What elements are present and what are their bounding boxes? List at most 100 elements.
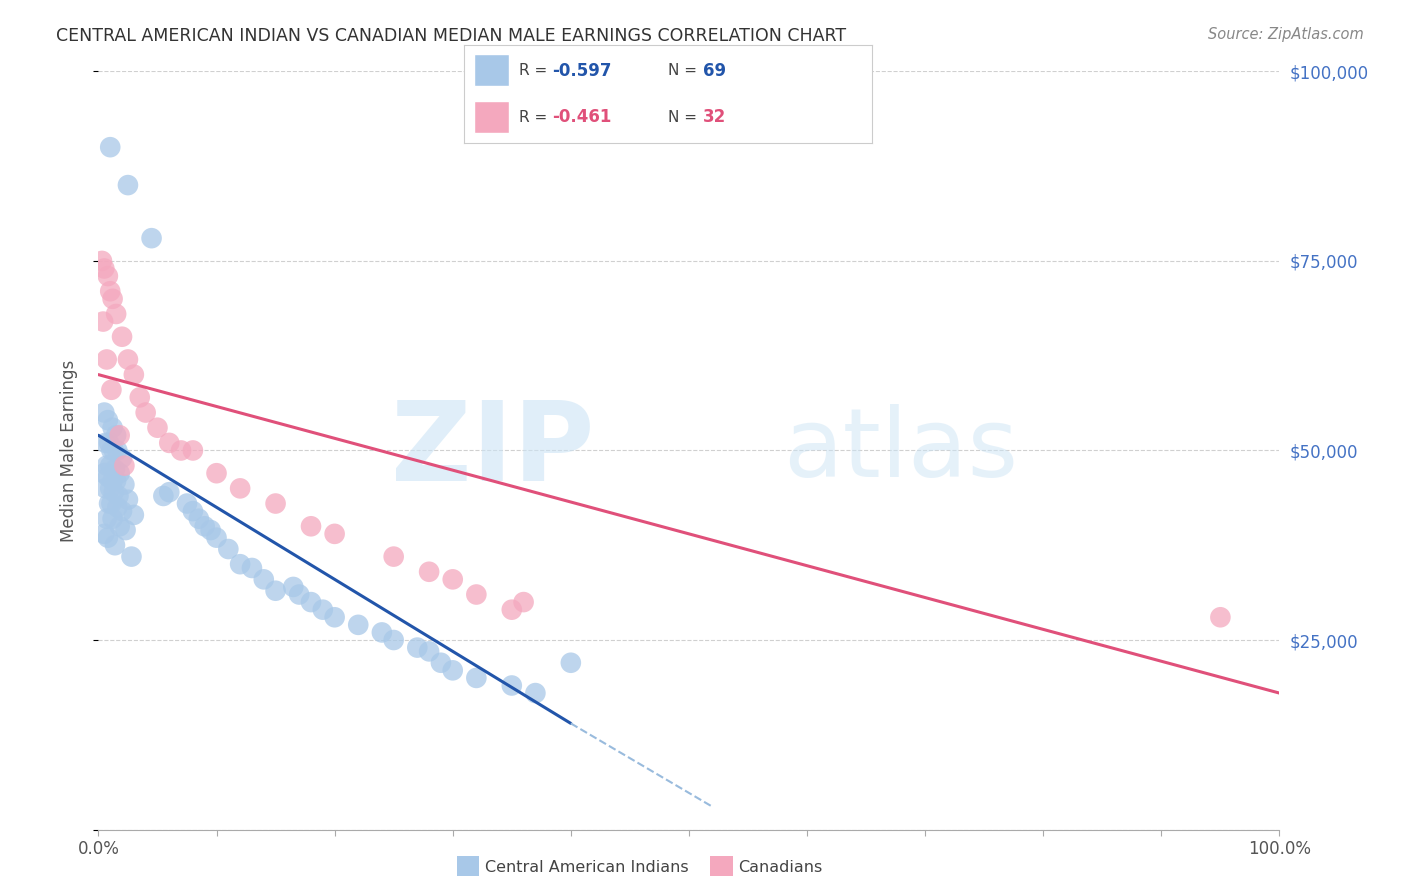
Point bbox=[103, 485, 125, 500]
Point bbox=[101, 421, 124, 435]
Text: ZIP: ZIP bbox=[391, 397, 595, 504]
Point bbox=[382, 633, 405, 648]
Point bbox=[187, 512, 209, 526]
Point bbox=[229, 482, 252, 496]
Point bbox=[117, 492, 139, 507]
Point bbox=[141, 231, 163, 245]
Point bbox=[105, 428, 128, 442]
Point bbox=[501, 603, 523, 617]
Point bbox=[205, 531, 228, 545]
Point bbox=[100, 383, 122, 397]
Point bbox=[264, 496, 287, 510]
Point bbox=[181, 443, 204, 458]
Point bbox=[200, 523, 222, 537]
Point bbox=[111, 504, 134, 518]
Point bbox=[105, 500, 128, 515]
Point bbox=[104, 538, 127, 552]
Point bbox=[93, 526, 115, 541]
Point bbox=[98, 140, 121, 154]
Point bbox=[98, 458, 121, 473]
Text: R =: R = bbox=[519, 110, 553, 125]
Point bbox=[1209, 610, 1232, 624]
Point bbox=[93, 466, 115, 480]
Point bbox=[96, 512, 118, 526]
Point bbox=[97, 269, 120, 284]
Point bbox=[105, 443, 128, 458]
Point bbox=[117, 178, 139, 192]
Point bbox=[229, 557, 252, 572]
Point bbox=[323, 526, 346, 541]
Text: Source: ZipAtlas.com: Source: ZipAtlas.com bbox=[1208, 27, 1364, 42]
Point bbox=[121, 549, 143, 564]
Y-axis label: Median Male Earnings: Median Male Earnings bbox=[59, 359, 77, 541]
Point bbox=[418, 565, 440, 579]
Point bbox=[117, 352, 139, 367]
Point bbox=[382, 549, 405, 564]
Point bbox=[240, 561, 263, 575]
Point bbox=[98, 435, 121, 450]
Point bbox=[108, 428, 131, 442]
Point bbox=[101, 512, 124, 526]
Point bbox=[465, 588, 488, 602]
Point bbox=[111, 330, 134, 344]
Point bbox=[94, 482, 117, 496]
Point bbox=[283, 580, 305, 594]
Point bbox=[100, 496, 122, 510]
Text: N =: N = bbox=[668, 110, 702, 125]
Point bbox=[512, 595, 534, 609]
Point bbox=[122, 508, 145, 522]
Point bbox=[181, 504, 204, 518]
Point bbox=[96, 352, 118, 367]
Point bbox=[312, 603, 335, 617]
Point bbox=[97, 531, 120, 545]
FancyBboxPatch shape bbox=[474, 54, 509, 87]
Point bbox=[157, 485, 180, 500]
Text: N =: N = bbox=[668, 63, 702, 78]
Point bbox=[146, 421, 169, 435]
Point bbox=[323, 610, 346, 624]
Point bbox=[101, 474, 124, 488]
Point bbox=[105, 307, 128, 321]
Point bbox=[299, 519, 322, 533]
Point bbox=[98, 496, 121, 510]
Point bbox=[371, 625, 394, 640]
Point bbox=[441, 573, 464, 587]
Point bbox=[135, 405, 157, 420]
Point bbox=[104, 462, 127, 476]
Text: Canadians: Canadians bbox=[738, 861, 823, 875]
Point bbox=[288, 588, 311, 602]
Point bbox=[347, 617, 370, 632]
Point bbox=[524, 686, 547, 700]
Point bbox=[91, 253, 114, 268]
Point bbox=[560, 656, 582, 670]
Text: 69: 69 bbox=[703, 62, 725, 79]
Text: CENTRAL AMERICAN INDIAN VS CANADIAN MEDIAN MALE EARNINGS CORRELATION CHART: CENTRAL AMERICAN INDIAN VS CANADIAN MEDI… bbox=[56, 27, 846, 45]
Point bbox=[108, 519, 131, 533]
Point bbox=[253, 573, 276, 587]
Point bbox=[128, 391, 150, 405]
Point bbox=[103, 443, 125, 458]
Point bbox=[501, 678, 523, 692]
Point bbox=[122, 368, 145, 382]
Text: R =: R = bbox=[519, 63, 553, 78]
Point bbox=[157, 435, 180, 450]
Text: -0.461: -0.461 bbox=[551, 108, 612, 126]
Point bbox=[98, 482, 121, 496]
Point bbox=[97, 413, 120, 427]
Point bbox=[96, 458, 118, 473]
Point bbox=[406, 640, 429, 655]
Point bbox=[205, 466, 228, 480]
Point bbox=[93, 261, 115, 276]
Point bbox=[91, 314, 114, 328]
FancyBboxPatch shape bbox=[474, 101, 509, 133]
Point bbox=[101, 292, 124, 306]
Text: atlas: atlas bbox=[783, 404, 1018, 497]
Text: Central American Indians: Central American Indians bbox=[485, 861, 689, 875]
Point bbox=[217, 541, 239, 557]
Point bbox=[176, 496, 198, 510]
Point bbox=[98, 284, 121, 298]
Point bbox=[93, 405, 115, 420]
Point bbox=[100, 443, 122, 458]
Point bbox=[418, 644, 440, 658]
Point bbox=[430, 656, 453, 670]
